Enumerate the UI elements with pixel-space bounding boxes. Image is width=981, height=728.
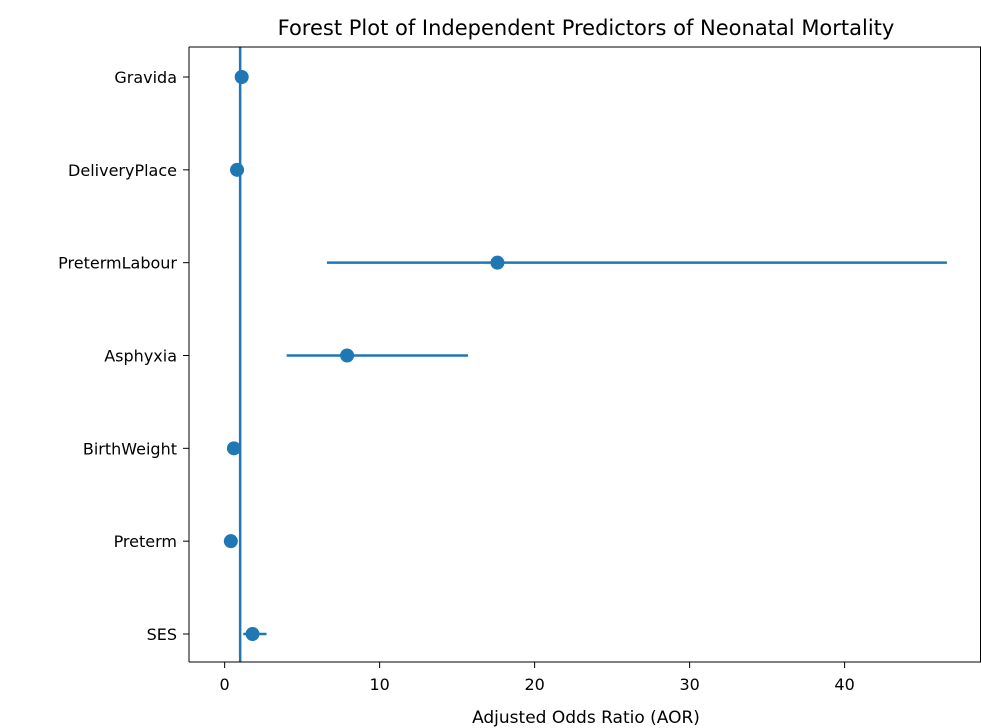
x-tick-label: 40 bbox=[834, 675, 854, 694]
y-tick-label: BirthWeight bbox=[83, 439, 177, 458]
aor-point bbox=[226, 441, 241, 456]
y-tick-label: Asphyxia bbox=[104, 347, 177, 366]
aor-point bbox=[490, 255, 505, 270]
y-tick-label: SES bbox=[147, 625, 177, 644]
x-tick-label: 20 bbox=[524, 675, 544, 694]
aor-point bbox=[223, 534, 238, 549]
x-axis-label: Adjusted Odds Ratio (AOR) bbox=[472, 708, 700, 728]
y-tick-label: DeliveryPlace bbox=[68, 161, 177, 180]
aor-point bbox=[234, 70, 249, 84]
y-tick-label: Preterm bbox=[114, 532, 177, 551]
y-tick-label: PretermLabour bbox=[58, 254, 177, 273]
x-tick-label: 30 bbox=[679, 675, 699, 694]
x-tick-label: 0 bbox=[220, 675, 230, 694]
aor-point bbox=[245, 627, 260, 641]
y-tick-label: Gravida bbox=[114, 68, 177, 87]
x-tick-label: 10 bbox=[369, 675, 389, 694]
aor-point bbox=[230, 162, 245, 177]
aor-point bbox=[340, 348, 355, 363]
chart-title: Forest Plot of Independent Predictors of… bbox=[278, 16, 895, 40]
